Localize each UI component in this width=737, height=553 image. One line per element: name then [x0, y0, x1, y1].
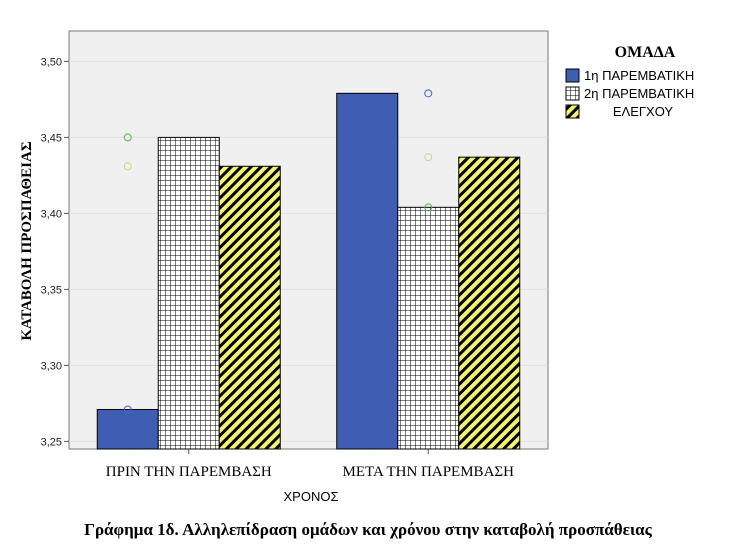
outlier-markers — [123, 89, 433, 414]
outlier-point — [424, 153, 433, 162]
bar — [96, 408, 159, 450]
bars — [96, 92, 521, 450]
legend: ΟΜΑΔΑ 1η ΠΑΡΕΜΒΑΤΙΚΗ 2η ΠΑΡΕΜΒΑΤΙΚΗ ΕΛΕΓΧΟ… — [565, 44, 694, 119]
legend-label: 2η ΠΑΡΕΜΒΑΤΙΚΗ — [584, 86, 694, 101]
x-tick-label: ΠΡΙΝ ΤΗΝ ΠΑΡΕΜΒΑΣΗ — [106, 464, 272, 480]
outlier-point — [424, 89, 433, 98]
bar — [336, 92, 399, 450]
x-tick-label: ΜΕΤΑ ΤΗΝ ΠΑΡΕΜΒΑΣΗ — [343, 464, 515, 480]
outlier-point — [424, 203, 433, 212]
x-axis-title: ΧΡΟΝΟΣ — [284, 489, 339, 504]
figure-caption: Γράφημα 1δ. Αλληλεπίδραση ομάδων και χρό… — [84, 520, 653, 539]
legend-swatch — [565, 86, 580, 101]
y-tick-label: 3,35 — [41, 284, 62, 296]
x-axis-categories: ΠΡΙΝ ΤΗΝ ΠΑΡΕΜΒΑΣΗ ΜΕΤΑ ΤΗΝ ΠΑΡΕΜΒΑΣΗ — [106, 449, 514, 480]
bar — [218, 165, 281, 450]
bar — [157, 136, 220, 450]
legend-label: ΕΛΕΓΧΟΥ — [613, 104, 674, 119]
y-tick-label: 3,45 — [41, 132, 62, 144]
y-tick-label: 3,25 — [41, 436, 62, 448]
y-tick-label: 3,40 — [41, 208, 62, 220]
y-tick-label: 3,50 — [41, 56, 62, 68]
bar — [397, 206, 460, 450]
legend-label: 1η ΠΑΡΕΜΒΑΤΙΚΗ — [584, 68, 694, 83]
legend-swatch — [565, 68, 580, 83]
y-tick-label: 3,30 — [41, 360, 62, 372]
bar — [458, 156, 521, 450]
legend-title: ΟΜΑΔΑ — [615, 44, 676, 61]
outlier-point — [123, 405, 132, 414]
legend-swatch — [565, 104, 580, 119]
outlier-point — [123, 162, 132, 171]
outlier-point — [123, 133, 132, 142]
y-axis-ticks: 3,25 3,30 3,35 3,40 3,45 3,50 — [41, 56, 69, 448]
y-axis-title: ΚΑΤΑΒΟΛΗ ΠΡΟΣΠΑΘΕΙΑΣ — [19, 141, 35, 340]
